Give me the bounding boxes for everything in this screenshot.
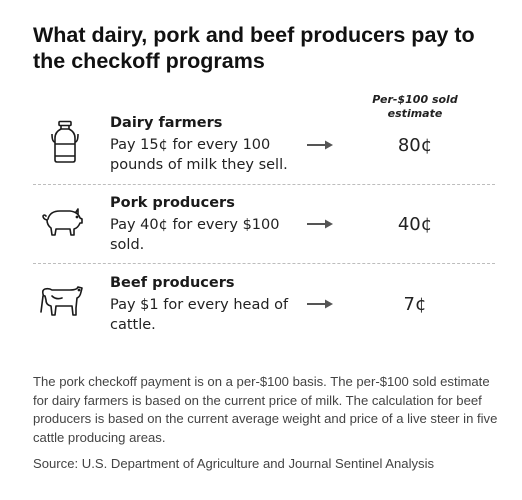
- row-title: Beef producers: [110, 275, 235, 291]
- row-description: Pay $1 for every head of cattle.: [110, 297, 289, 333]
- cow-icon: [40, 286, 83, 316]
- estimate-value: 80¢: [397, 135, 433, 156]
- column-header: Per-$100 sold estimate: [372, 93, 458, 120]
- row-title: Dairy farmers: [110, 115, 223, 131]
- arrow-icon: [307, 299, 333, 309]
- page-title: What dairy, pork and beef producers pay …: [33, 23, 475, 73]
- arrow-icon: [307, 219, 333, 229]
- divider: [33, 263, 495, 264]
- row-description: Pay 40¢ for every $100 sold.: [110, 217, 280, 253]
- divider: [33, 184, 495, 185]
- arrow-icon: [307, 140, 333, 150]
- footnote: The pork checkoff payment is on a per-$1…: [33, 374, 498, 445]
- estimate-value: 7¢: [403, 294, 427, 315]
- milk-can-icon: [51, 120, 79, 163]
- source-line: Source: U.S. Department of Agriculture a…: [33, 456, 435, 471]
- row-title: Pork producers: [110, 195, 235, 211]
- row-description: Pay 15¢ for every 100 pounds of milk the…: [110, 137, 288, 173]
- pig-icon: [42, 208, 83, 236]
- estimate-value: 40¢: [397, 214, 433, 235]
